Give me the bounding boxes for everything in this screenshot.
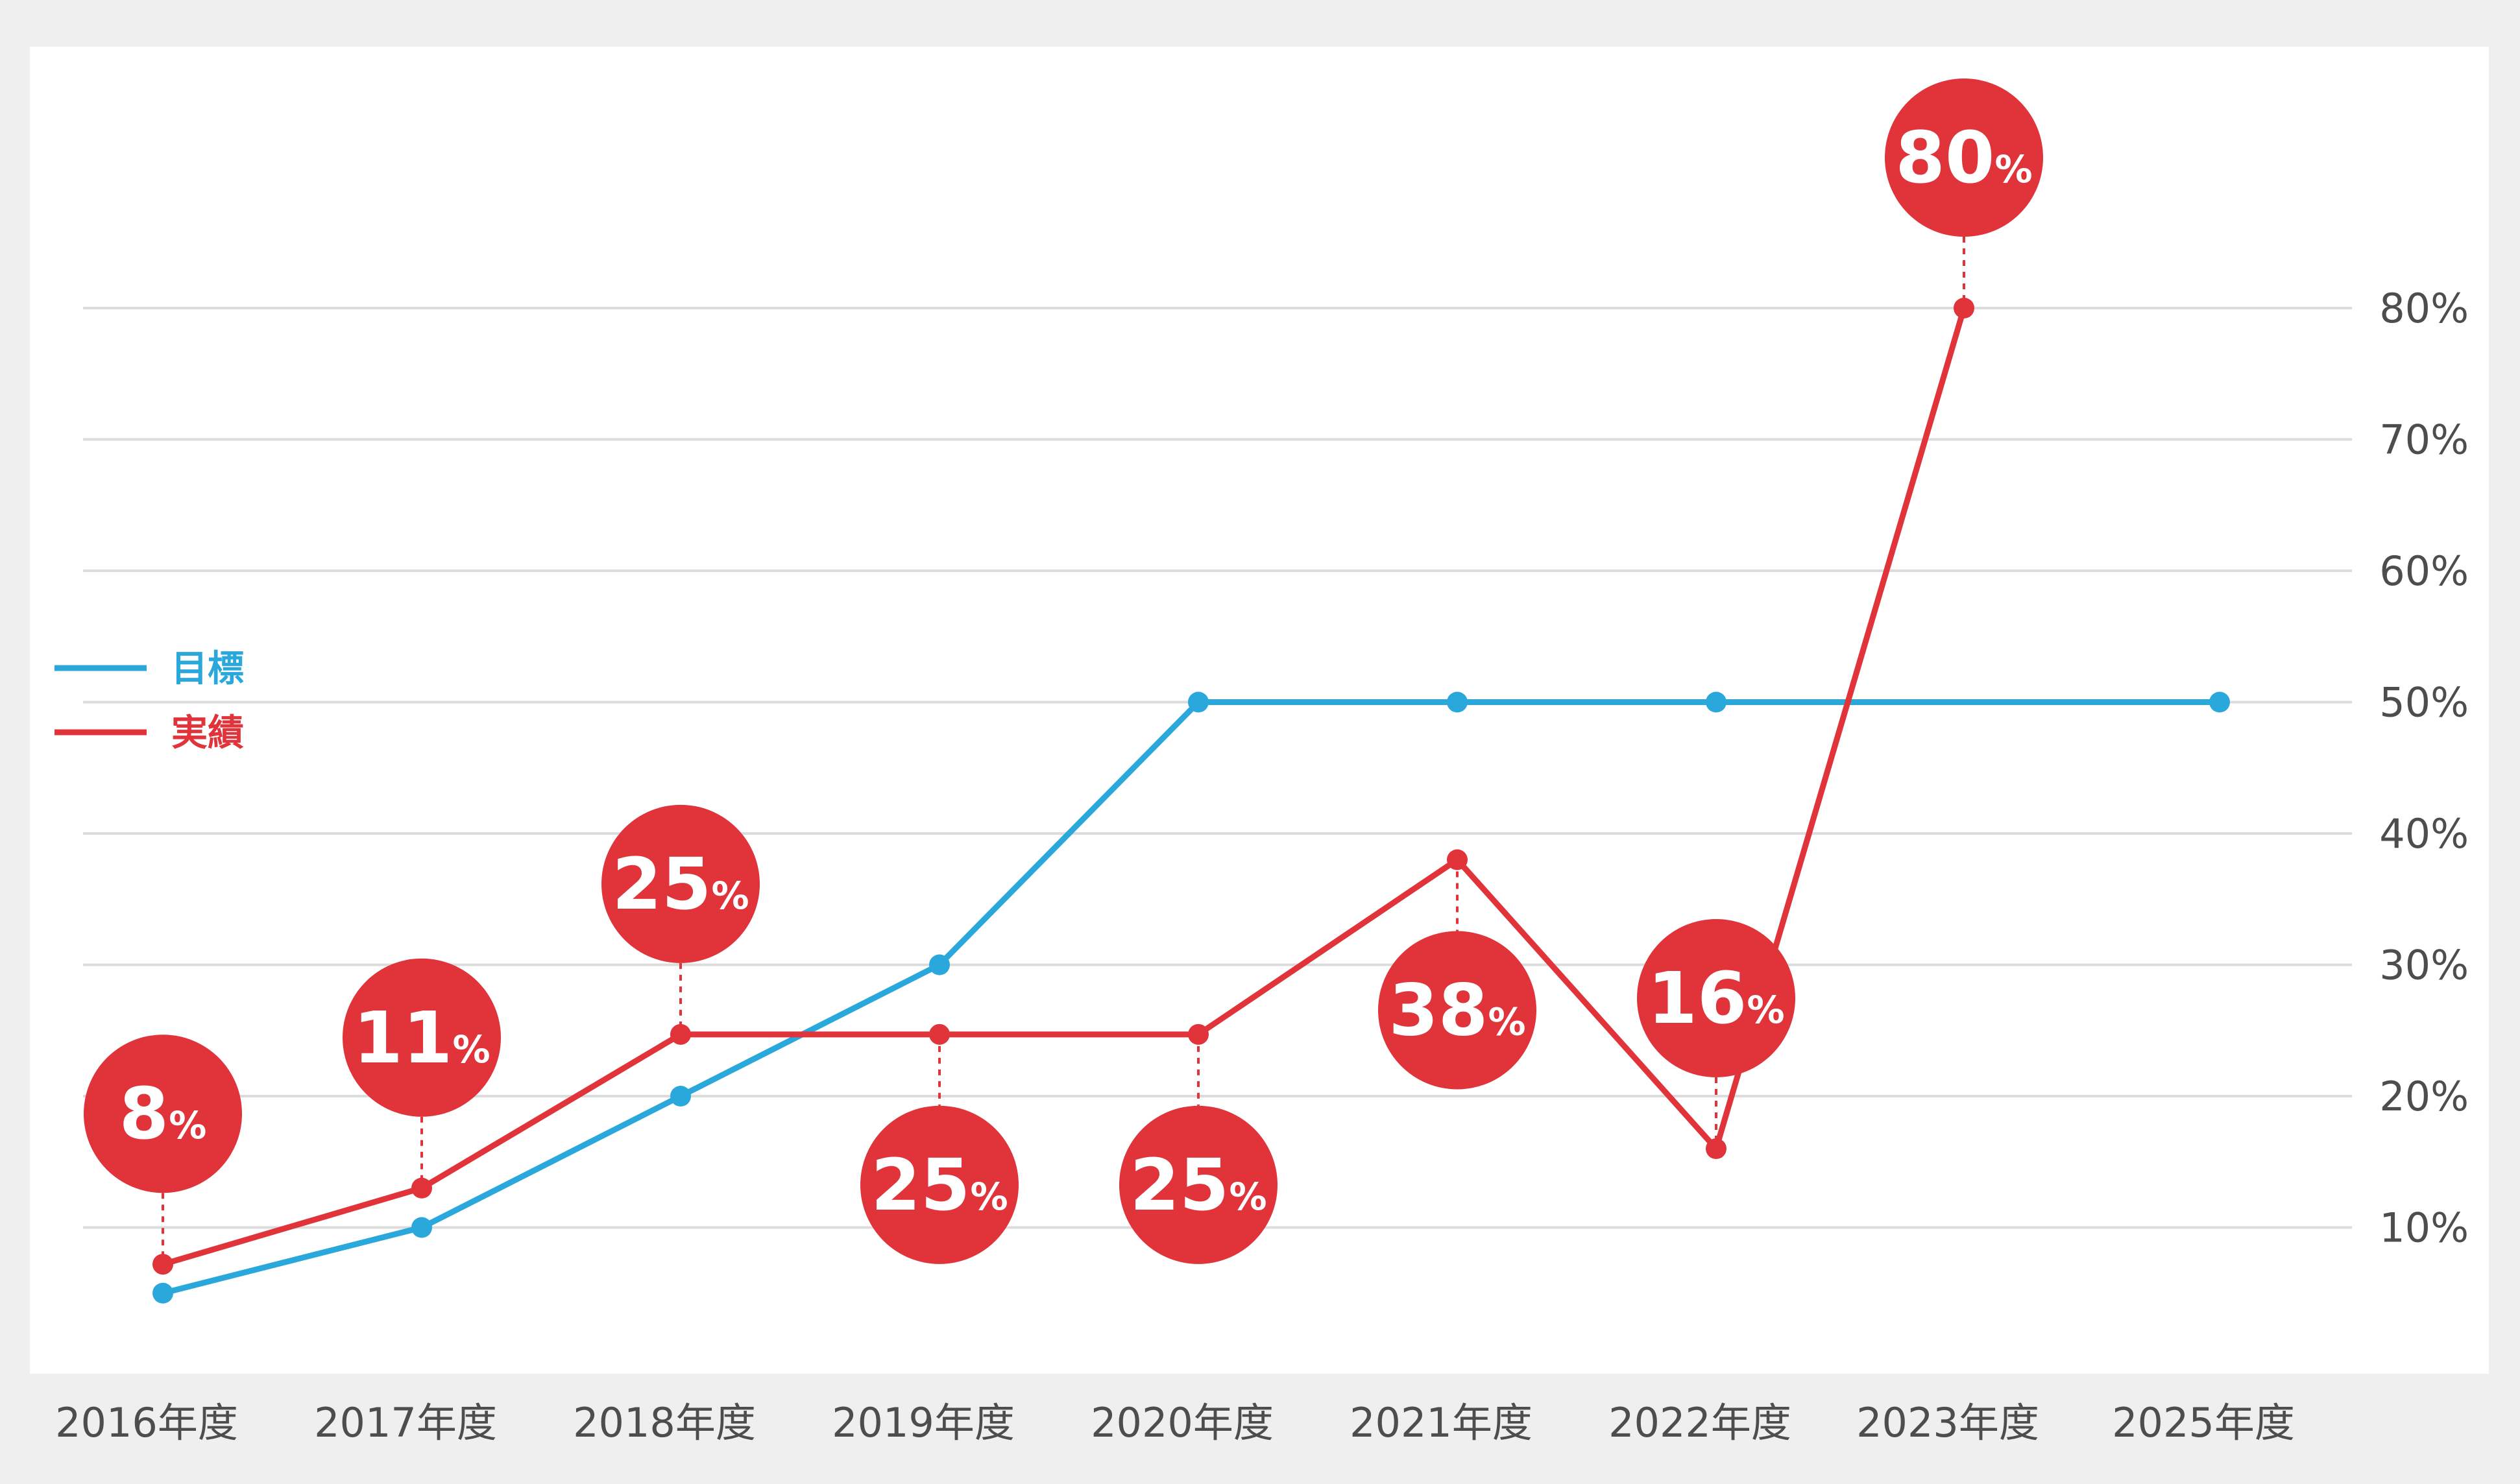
x-tick-label: 2016年度 — [55, 1399, 238, 1446]
value-bubble — [1637, 919, 1795, 1077]
y-tick-label: 10% — [2379, 1204, 2469, 1252]
x-tick-label: 2018年度 — [573, 1399, 756, 1446]
value-label: 25% — [612, 843, 749, 926]
x-tick-label: 2021年度 — [1350, 1399, 1533, 1446]
legend-label: 目標 — [171, 648, 244, 690]
value-label: 16% — [1647, 957, 1784, 1040]
value-label: 25% — [1130, 1143, 1266, 1227]
x-tick-label: 2025年度 — [2112, 1399, 2295, 1446]
data-point — [1706, 691, 1726, 713]
value-label: 25% — [871, 1143, 1008, 1227]
y-tick-label: 60% — [2379, 547, 2469, 595]
value-annotations: 8% 11% 25% 25% 25% 38% 16% 80% — [84, 78, 2043, 1265]
y-tick-label: 70% — [2379, 416, 2469, 464]
y-tick-label: 40% — [2379, 810, 2469, 857]
value-bubble — [860, 1105, 1019, 1264]
series-line — [160, 699, 2223, 1297]
value-label: 8% — [119, 1072, 207, 1155]
value-bubble — [84, 1035, 242, 1193]
value-bubble — [1378, 931, 1536, 1090]
x-tick-label: 2023年度 — [1856, 1399, 2039, 1446]
data-point — [1188, 691, 1209, 713]
data-point — [670, 1086, 691, 1107]
y-tick-label: 20% — [2379, 1073, 2469, 1120]
x-tick-label: 2017年度 — [314, 1399, 497, 1446]
value-bubble — [343, 958, 501, 1117]
data-point — [2209, 691, 2230, 713]
data-point — [929, 954, 950, 975]
x-axis-ticks: 2016年度 2017年度 2018年度 2019年度 2020年度 2021年度 2022… — [55, 1399, 2295, 1446]
value-bubble — [1119, 1105, 1278, 1264]
x-tick-label: 2022年度 — [1608, 1399, 1791, 1446]
value-bubble — [601, 804, 760, 963]
y-tick-label: 30% — [2379, 942, 2469, 989]
value-label: 38% — [1388, 969, 1525, 1052]
x-tick-label: 2020年度 — [1091, 1399, 1274, 1446]
data-point — [411, 1217, 432, 1238]
y-tick-label: 50% — [2379, 679, 2469, 726]
x-tick-label: 2019年度 — [832, 1399, 1015, 1446]
data-point — [152, 1282, 173, 1304]
y-axis-ticks: 10% 20% 30% 40% 50% 60% 70% 80% — [2379, 285, 2469, 1252]
y-tick-label: 80% — [2379, 285, 2469, 332]
data-point — [1447, 691, 1468, 713]
value-label: 11% — [353, 996, 490, 1079]
value-bubble — [1885, 78, 2043, 237]
value-label: 80% — [1895, 116, 2032, 199]
legend-label: 実績 — [171, 712, 244, 754]
series-line — [160, 305, 1967, 1267]
